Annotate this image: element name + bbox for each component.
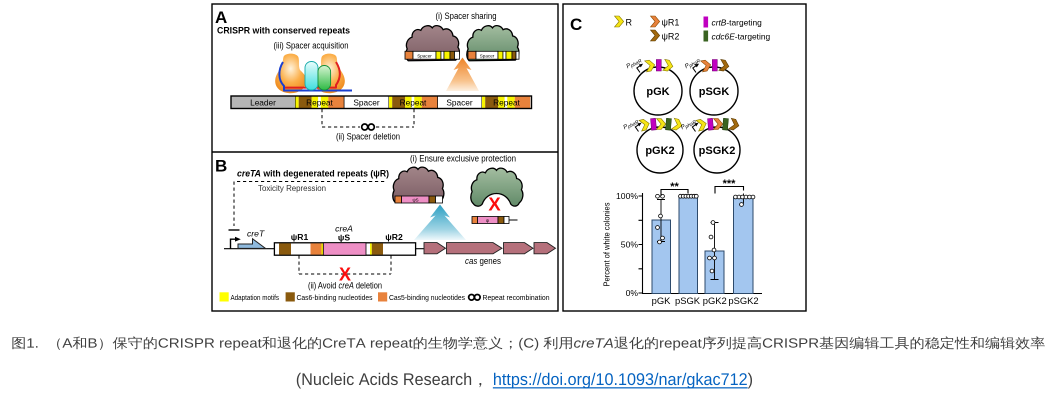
- svg-text:cas genes: cas genes: [465, 256, 502, 266]
- svg-text:(i) Spacer sharing: (i) Spacer sharing: [436, 11, 497, 21]
- svg-text:ψ: ψ: [486, 218, 489, 223]
- svg-text:(ii) Avoid creA deletion: (ii) Avoid creA deletion: [308, 281, 382, 291]
- svg-text:A: A: [215, 8, 227, 27]
- svg-text:Adaptation motifs: Adaptation motifs: [231, 293, 280, 302]
- svg-text:**: **: [670, 181, 679, 193]
- svg-text:ψR1: ψR1: [291, 232, 309, 242]
- svg-text:***: ***: [723, 178, 737, 190]
- svg-text:Percent of white colonies: Percent of white colonies: [603, 203, 612, 287]
- svg-text:pSGK2: pSGK2: [728, 295, 758, 306]
- svg-text:pGK: pGK: [652, 295, 672, 306]
- svg-text:ψR2: ψR2: [385, 232, 403, 242]
- svg-text:pGK2: pGK2: [645, 145, 674, 157]
- svg-text:Repeat: Repeat: [400, 97, 427, 107]
- svg-text:ψS: ψS: [412, 197, 418, 202]
- svg-text:(iii) Spacer acquisition: (iii) Spacer acquisition: [274, 41, 349, 51]
- svg-text:Spacer: Spacer: [353, 97, 380, 107]
- svg-text:pSGK: pSGK: [699, 86, 730, 98]
- svg-text:crtB-targeting: crtB-targeting: [712, 18, 763, 28]
- svg-text:creTA with degenerated repeats: creTA with degenerated repeats (ψR): [237, 169, 389, 180]
- svg-text:pGK2: pGK2: [703, 295, 727, 306]
- svg-text:cdc6E-targeting: cdc6E-targeting: [712, 32, 771, 42]
- svg-text:Leader: Leader: [250, 97, 276, 107]
- svg-text:0%: 0%: [626, 288, 639, 298]
- svg-text:Repeat: Repeat: [306, 97, 333, 107]
- svg-text:ψS: ψS: [338, 233, 350, 243]
- svg-text:B: B: [215, 157, 227, 176]
- svg-text:CRISPR with conserved repeats: CRISPR with conserved repeats: [217, 26, 350, 37]
- svg-text:Cas5-binding nucleotides: Cas5-binding nucleotides: [389, 293, 465, 302]
- svg-text:C: C: [570, 15, 582, 34]
- svg-text:50%: 50%: [621, 240, 639, 250]
- svg-text:R: R: [626, 18, 633, 28]
- svg-text:Toxicity Repression: Toxicity Repression: [258, 184, 326, 193]
- svg-text:pSGK2: pSGK2: [699, 145, 736, 157]
- svg-text:ψR2: ψR2: [662, 32, 680, 42]
- svg-text:Spacer: Spacer: [480, 53, 495, 58]
- svg-text:Spacer: Spacer: [446, 97, 473, 107]
- svg-text:(ii) Spacer deletion: (ii) Spacer deletion: [336, 132, 400, 142]
- svg-text:pSGK: pSGK: [675, 295, 701, 306]
- svg-text:ψR1: ψR1: [662, 18, 680, 28]
- svg-text:creA: creA: [335, 224, 353, 234]
- svg-text:Cas6-binding nucleotides: Cas6-binding nucleotides: [297, 293, 373, 302]
- svg-text:Repeat recombination: Repeat recombination: [483, 293, 550, 302]
- svg-text:(i) Ensure exclusive protectio: (i) Ensure exclusive protection: [410, 154, 516, 164]
- svg-text:pGK: pGK: [646, 86, 669, 98]
- svg-text:100%: 100%: [616, 191, 638, 201]
- svg-text:X: X: [339, 265, 351, 285]
- svg-text:Spacer: Spacer: [417, 53, 432, 58]
- svg-text:creT: creT: [247, 229, 265, 239]
- svg-text:X: X: [488, 194, 501, 215]
- svg-text:Repeat: Repeat: [493, 97, 520, 107]
